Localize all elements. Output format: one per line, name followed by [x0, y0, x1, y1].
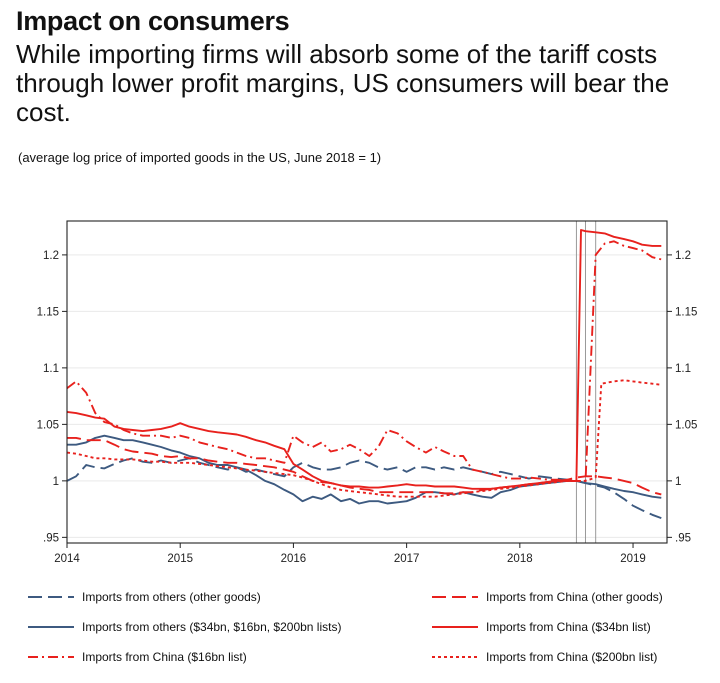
x-tick-label: 2017	[394, 553, 420, 565]
y-tick-label: 1.15	[37, 306, 59, 318]
y-tick-label-right: 1	[675, 476, 681, 488]
y-tick-label-right: 1.15	[675, 306, 697, 318]
legend-label: Imports from China (other goods)	[486, 590, 663, 604]
x-tick-label: 2014	[54, 553, 80, 565]
legend-label: Imports from China ($34bn list)	[486, 620, 651, 634]
plot-frame	[66, 220, 668, 544]
series-line	[66, 229, 662, 490]
y-tick-label: .95	[43, 532, 59, 544]
y-tick-label: 1.05	[37, 419, 59, 431]
chart-subtitle: While importing firms will absorb some o…	[16, 39, 670, 127]
x-tick-label: 2018	[507, 553, 533, 565]
series-line	[66, 379, 662, 498]
y-tick-label-right: 1.1	[675, 363, 691, 375]
y-tick-label: 1.1	[43, 363, 59, 375]
legend-label: Imports from China ($200bn list)	[486, 650, 657, 664]
x-tick-label: 2015	[167, 553, 193, 565]
y-tick-label: 1	[53, 476, 59, 488]
y-tick-label-right: .95	[675, 532, 691, 544]
legend-label: Imports from others (other goods)	[82, 590, 261, 604]
x-tick-label: 2016	[281, 553, 307, 565]
x-tick-label: 2019	[620, 553, 646, 565]
y-tick-label: 1.2	[43, 250, 59, 262]
series-line	[66, 240, 662, 482]
chart-title: Impact on consumers	[16, 6, 290, 36]
series-line	[66, 457, 662, 519]
legend-label: Imports from China ($16bn list)	[82, 650, 247, 664]
y-tick-label-right: 1.05	[675, 419, 697, 431]
y-tick-label-right: 1.2	[675, 250, 691, 262]
chart-note: (average log price of imported goods in …	[18, 150, 382, 165]
legend-label: Imports from others ($34bn, $16bn, $200b…	[82, 620, 341, 634]
line-chart: .95 .95 1 1 1.05 1.05 1.1 1.1 1.15 1.15 1.2 1.2 2014…	[28, 220, 697, 664]
